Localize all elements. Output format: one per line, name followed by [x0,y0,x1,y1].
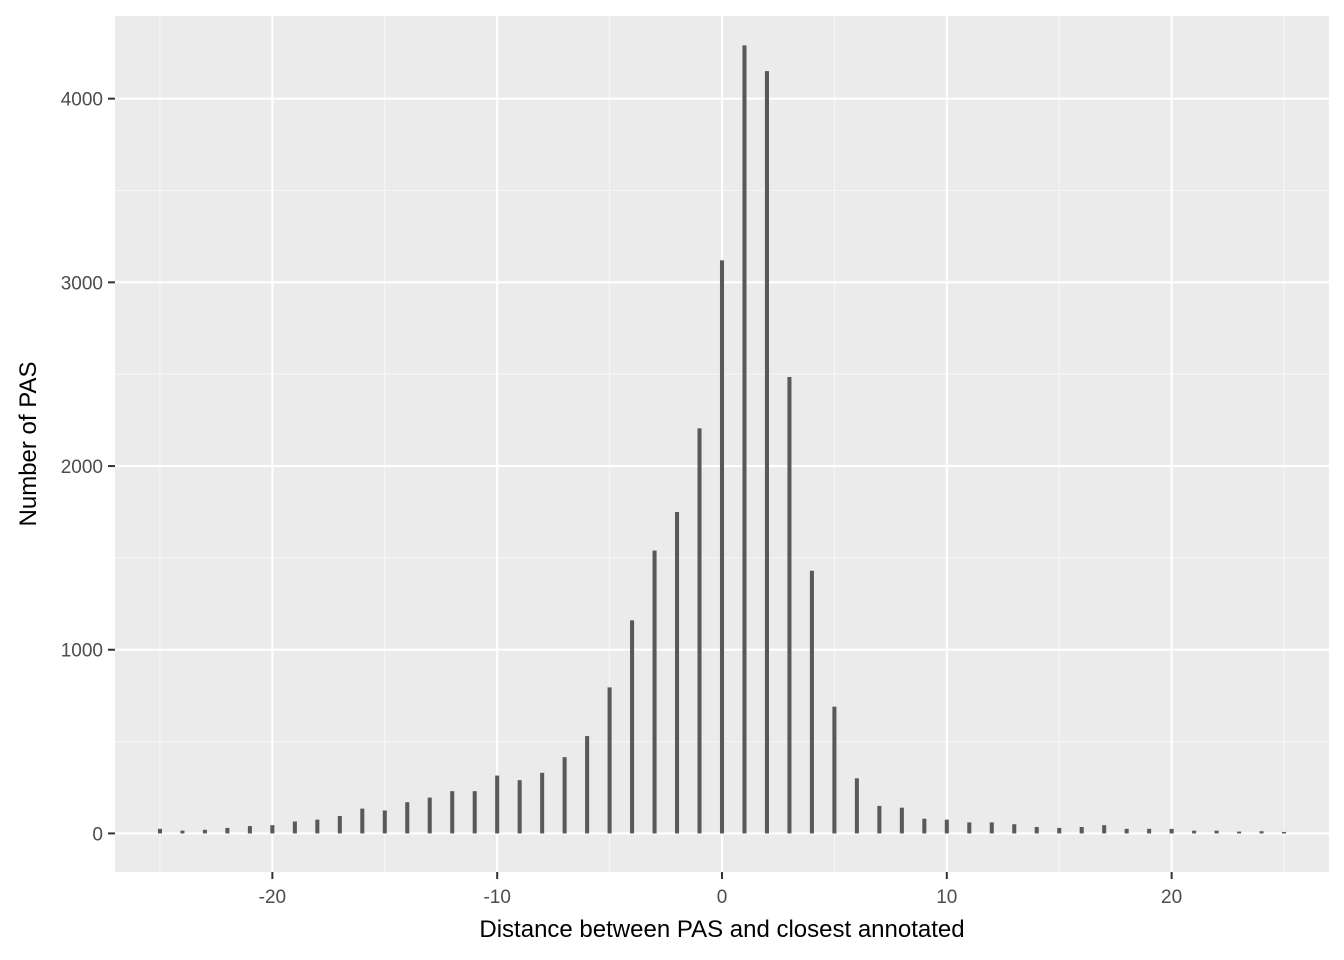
bar [202,829,207,834]
bar [899,807,904,834]
bar [1102,825,1107,834]
bar [652,550,657,834]
x-axis-ticks: -20 -10 0 10 20 [259,872,1182,908]
bar [719,260,725,834]
x-tick-label: -10 [483,887,510,908]
bar [270,825,275,834]
bar [247,826,252,834]
y-tick-label: 3000 [61,273,103,294]
x-tick-label: -20 [259,887,286,908]
bar [854,778,859,834]
bar [742,45,747,834]
y-tick-label: 1000 [61,641,103,662]
bar [967,822,972,834]
bar [405,802,410,834]
bar-series [157,45,1287,834]
bar [315,819,320,834]
bar [877,805,882,834]
bar [427,797,432,834]
bar [607,687,612,834]
x-tick-label: 0 [717,887,728,908]
y-tick-label: 4000 [61,90,103,111]
bar [472,791,477,834]
x-axis-title: Distance between PAS and closest annotat… [479,916,964,943]
bar [225,827,230,834]
y-tick-label: 0 [92,824,103,845]
bar [360,808,365,834]
bar [517,780,522,834]
x-tick-label: 10 [936,887,957,908]
bar [922,818,927,834]
bar [989,822,994,834]
x-tick-label: 20 [1161,887,1182,908]
bar [1012,824,1017,834]
bar [1282,831,1287,834]
bar [1259,831,1264,834]
bar [1147,828,1152,834]
bar [337,815,342,834]
bar [764,71,769,834]
bar [585,736,590,834]
bar [697,428,702,834]
bar [292,821,297,834]
bar [1237,831,1242,834]
bar [562,757,567,834]
bar [675,511,680,834]
bar [944,819,949,834]
bar [157,828,162,834]
bar [382,810,387,834]
bar [787,376,792,834]
bar [450,791,455,834]
bar [1034,826,1039,834]
bar [809,570,814,834]
bar [832,706,837,834]
bar [1057,827,1062,834]
bar [630,620,635,834]
bar [1192,830,1197,834]
bar [540,772,545,834]
bar [495,775,500,834]
bar [1214,830,1219,834]
bar [1124,828,1129,834]
bar [180,830,185,834]
y-axis-ticks: 0 1000 2000 3000 4000 [61,90,115,845]
bar [1079,826,1084,834]
y-axis-title: Number of PAS [15,362,42,527]
bar [1169,828,1174,834]
y-tick-label: 2000 [61,457,103,478]
